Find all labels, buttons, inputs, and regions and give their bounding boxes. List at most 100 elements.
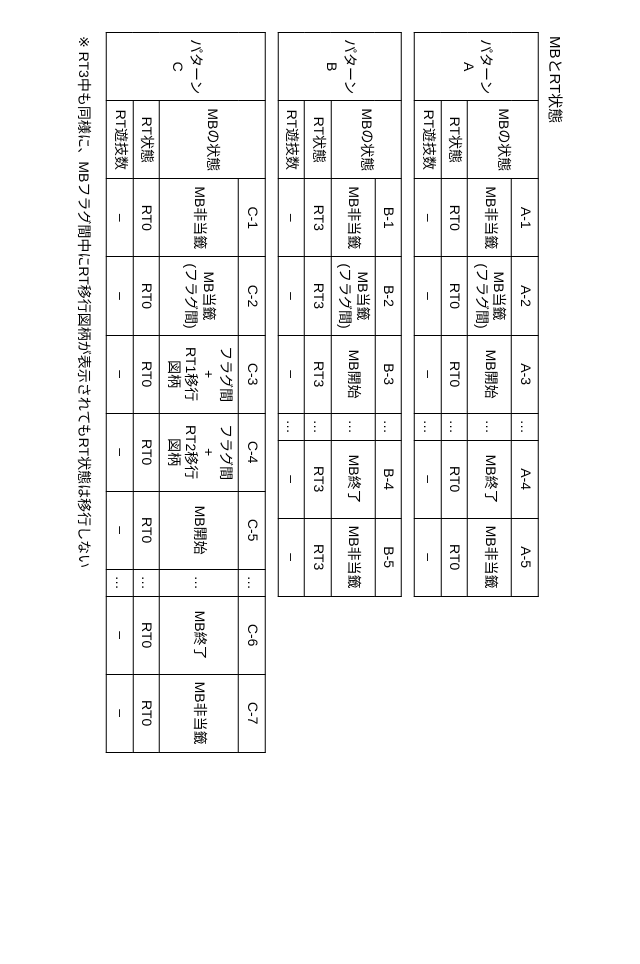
col-header: A-2 xyxy=(512,257,539,335)
rt-cell: RT0 xyxy=(441,179,468,257)
games-cell: – xyxy=(278,440,305,518)
rt-cell: RT3 xyxy=(305,518,332,596)
rt-cell: RT3 xyxy=(305,179,332,257)
table-row: RT状態 RT0 RT0 RT0 RT0 RT0 … RT0 RT0 xyxy=(133,33,160,753)
rt-cell: RT0 xyxy=(441,518,468,596)
col-header: A-5 xyxy=(512,518,539,596)
rt-cell: RT0 xyxy=(133,257,160,335)
games-cell: – xyxy=(107,674,134,752)
games-cell: … xyxy=(107,569,134,596)
rt-cell: … xyxy=(441,413,468,440)
rt-cell: … xyxy=(305,413,332,440)
rt-cell: RT0 xyxy=(133,335,160,413)
col-header: C-7 xyxy=(239,674,266,752)
games-cell: – xyxy=(415,440,442,518)
table-pattern-a: パターンA MBの状態 A-1 A-2 A-3 … A-4 A-5 MB非当籤 … xyxy=(414,32,539,597)
rt-cell: RT0 xyxy=(133,674,160,752)
games-cell: – xyxy=(415,179,442,257)
row-label: MBの状態 xyxy=(160,101,266,179)
games-cell: – xyxy=(107,413,134,491)
col-header: C-6 xyxy=(239,596,266,674)
col-header: C-2 xyxy=(239,257,266,335)
table-pattern-b: パターンB MBの状態 B-1 B-2 B-3 … B-4 B-5 MB非当籤 … xyxy=(278,32,403,597)
mb-cell: … xyxy=(160,569,239,596)
rt-cell: RT0 xyxy=(133,596,160,674)
rt-cell: RT0 xyxy=(133,491,160,569)
row-label: RT状態 xyxy=(133,101,160,179)
mb-cell: MB開始 xyxy=(160,491,239,569)
games-cell: – xyxy=(278,335,305,413)
mb-cell: MB非当籤 xyxy=(160,674,239,752)
games-cell: – xyxy=(107,491,134,569)
rt-cell: RT0 xyxy=(441,335,468,413)
col-header: … xyxy=(512,413,539,440)
games-cell: – xyxy=(107,596,134,674)
mb-cell: MB非当籤 xyxy=(160,179,239,257)
table-row: パターンC MBの状態 C-1 C-2 C-3 C-4 C-5 … C-6 C-… xyxy=(239,33,266,753)
games-cell: – xyxy=(415,335,442,413)
mb-cell: MB終了 xyxy=(468,440,512,518)
table-row: RT状態 RT0 RT0 RT0 … RT0 RT0 xyxy=(441,33,468,597)
table-row: RT遊技数 – – – … – – xyxy=(278,33,305,597)
row-label: RT遊技数 xyxy=(107,101,134,179)
mb-cell: MB当籤(フラグ間) xyxy=(331,257,375,335)
table-row: RT状態 RT3 RT3 RT3 … RT3 RT3 xyxy=(305,33,332,597)
table-row: RT遊技数 – – – – – … – – xyxy=(107,33,134,753)
mb-cell: MB非当籤 xyxy=(468,518,512,596)
mb-cell: … xyxy=(331,413,375,440)
rt-cell: RT3 xyxy=(305,257,332,335)
mb-cell: MB当籤(フラグ間) xyxy=(160,257,239,335)
mb-cell: MB非当籤 xyxy=(331,179,375,257)
col-header: A-1 xyxy=(512,179,539,257)
mb-cell: フラグ間+RT2移行図柄 xyxy=(160,413,239,491)
rt-cell: RT3 xyxy=(305,335,332,413)
col-header: C-4 xyxy=(239,413,266,491)
rt-cell: RT0 xyxy=(133,179,160,257)
games-cell: – xyxy=(278,179,305,257)
row-label: RT遊技数 xyxy=(278,101,305,179)
games-cell: – xyxy=(278,518,305,596)
mb-cell: MB開始 xyxy=(331,335,375,413)
mb-cell: MB当籤(フラグ間) xyxy=(468,257,512,335)
mb-cell: MB終了 xyxy=(160,596,239,674)
table-pattern-c: パターンC MBの状態 C-1 C-2 C-3 C-4 C-5 … C-6 C-… xyxy=(106,32,266,753)
col-header: C-1 xyxy=(239,179,266,257)
rt-cell: RT0 xyxy=(133,413,160,491)
document-title: MBとRT状態 xyxy=(545,36,566,932)
games-cell: – xyxy=(278,257,305,335)
mb-cell: MB非当籤 xyxy=(468,179,512,257)
rt-cell: RT0 xyxy=(441,440,468,518)
col-header: C-3 xyxy=(239,335,266,413)
mb-cell: MB非当籤 xyxy=(331,518,375,596)
games-cell: – xyxy=(415,257,442,335)
row-label: MBの状態 xyxy=(468,101,539,179)
table-row: RT遊技数 – – – … – – xyxy=(415,33,442,597)
games-cell: – xyxy=(107,257,134,335)
games-cell: – xyxy=(107,179,134,257)
col-header: B-1 xyxy=(375,179,402,257)
pattern-name-cell: パターンB xyxy=(278,33,402,101)
pattern-name-cell: パターンA xyxy=(415,33,539,101)
col-header: B-3 xyxy=(375,335,402,413)
rt-cell: RT3 xyxy=(305,440,332,518)
footnote-text: ※ RT3中も同様に、MBフラグ間中にRT移行図柄が表示されてもRT状態は移行し… xyxy=(74,36,94,932)
rt-cell: RT0 xyxy=(441,257,468,335)
mb-cell: フラグ間+RT1移行図柄 xyxy=(160,335,239,413)
col-header: C-5 xyxy=(239,491,266,569)
games-cell: – xyxy=(107,335,134,413)
page-root: MBとRT状態 パターンA MBの状態 A-1 A-2 A-3 … A-4 A-… xyxy=(74,32,566,932)
rt-cell: … xyxy=(133,569,160,596)
col-header: B-2 xyxy=(375,257,402,335)
mb-cell: MB終了 xyxy=(331,440,375,518)
col-header: B-4 xyxy=(375,440,402,518)
mb-cell: … xyxy=(468,413,512,440)
row-label: MBの状態 xyxy=(331,101,402,179)
games-cell: … xyxy=(415,413,442,440)
pattern-name-cell: パターンC xyxy=(107,33,266,101)
row-label: RT遊技数 xyxy=(415,101,442,179)
row-label: RT状態 xyxy=(441,101,468,179)
row-label: RT状態 xyxy=(305,101,332,179)
col-header: A-3 xyxy=(512,335,539,413)
mb-cell: MB開始 xyxy=(468,335,512,413)
games-cell: … xyxy=(278,413,305,440)
